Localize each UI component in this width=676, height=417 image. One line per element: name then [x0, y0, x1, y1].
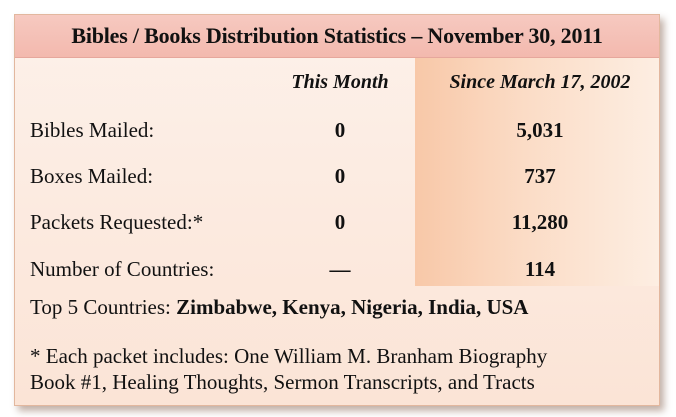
row-since-value: 114: [524, 257, 556, 281]
column-header-this-month: This Month: [291, 71, 389, 93]
row-label: Boxes Mailed:: [30, 164, 154, 188]
row-label: Bibles Mailed:: [30, 118, 155, 142]
top-countries-value: Zimbabwe, Kenya, Nigeria, India, USA: [176, 295, 529, 319]
top-countries: Top 5 Countries: Zimbabwe, Kenya, Nigeri…: [30, 295, 528, 320]
footnote: * Each packet includes: One William M. B…: [30, 343, 650, 395]
table-row: Number of Countries: — 114: [15, 247, 659, 291]
row-label: Packets Requested:*: [30, 210, 204, 234]
row-this-month-value: 0: [334, 118, 346, 142]
table-row: Boxes Mailed: 0 737: [15, 154, 659, 198]
footnote-line: * Each packet includes: One William M. B…: [30, 344, 548, 368]
table-row: Bibles Mailed: 0 5,031: [15, 108, 659, 152]
title-bar: Bibles / Books Distribution Statistics –…: [15, 15, 659, 58]
row-label: Number of Countries:: [30, 257, 215, 281]
row-this-month-value: —: [329, 257, 351, 281]
top-countries-label: Top 5 Countries:: [30, 295, 171, 319]
row-this-month-value: 0: [334, 210, 346, 234]
row-since-value: 5,031: [516, 118, 564, 142]
row-this-month-value: 0: [334, 164, 346, 188]
since-column-highlight: [415, 58, 659, 286]
row-since-value: 11,280: [511, 210, 569, 234]
column-header-since: Since March 17, 2002: [449, 71, 631, 93]
page-title: Bibles / Books Distribution Statistics –…: [71, 23, 603, 48]
statistics-card: Bibles / Books Distribution Statistics –…: [14, 14, 660, 406]
row-since-value: 737: [524, 164, 556, 188]
column-header-row: This Month Since March 17, 2002: [15, 61, 659, 105]
footnote-line: Book #1, Healing Thoughts, Sermon Transc…: [30, 370, 535, 394]
table-row: Packets Requested:* 0 11,280: [15, 200, 659, 244]
